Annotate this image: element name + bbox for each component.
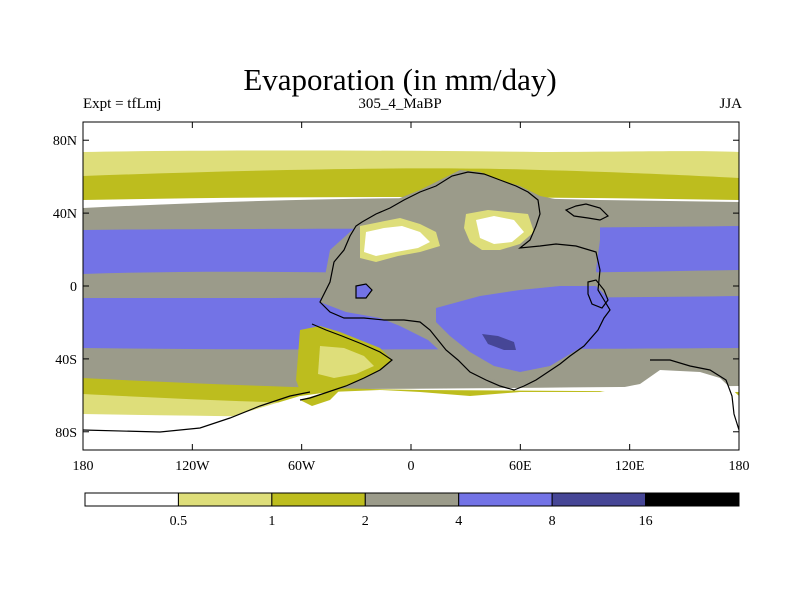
- coastline-island-west: [355, 283, 373, 299]
- axis-ticks: 180 120W 60W 0 60E 120E 180 80N 40N 0 40S 80S: [53, 122, 750, 474]
- land-peak-evaporation: [482, 334, 516, 350]
- map-field: [83, 122, 739, 450]
- land-south-polar: [83, 370, 739, 450]
- band-south-grey: [83, 348, 739, 390]
- colorbar-swatch: [84, 492, 179, 507]
- colorbar-level-label: 1: [268, 514, 275, 529]
- colorbar: 0.5 1 2 4 8 16: [84, 492, 740, 529]
- colorbar-swatch: [271, 492, 366, 507]
- colorbar-swatch: [645, 492, 740, 507]
- band-north-olive: [83, 168, 739, 200]
- x-tick-label: 120E: [615, 459, 645, 474]
- y-tick-label: 80S: [55, 426, 77, 441]
- experiment-label: Expt = tfLmj: [83, 96, 162, 112]
- y-tick-label: 40S: [55, 353, 77, 368]
- x-tick-label: 60W: [288, 459, 316, 474]
- colorbar-level-label: 8: [549, 514, 556, 529]
- colorbar-level-label: 4: [455, 514, 462, 529]
- colorbar-level-label: 16: [639, 514, 653, 529]
- coastline-southwest: [299, 323, 394, 401]
- chart-title: Evaporation (in mm/day): [243, 62, 557, 97]
- colorbar-swatch: [364, 492, 460, 507]
- land-south-coast-olive: [300, 390, 340, 406]
- colorbar-swatch: [177, 492, 273, 507]
- colorbar-level-label: 0.5: [170, 514, 188, 529]
- interior-dry-west: [364, 226, 430, 256]
- coastline-island-east: [587, 279, 609, 309]
- y-tick-label: 40N: [53, 207, 77, 222]
- x-tick-label: 180: [73, 459, 94, 474]
- coastline-main: [319, 171, 611, 391]
- land-southwest-inner: [318, 346, 374, 378]
- period-label: 305_4_MaBP: [358, 96, 442, 112]
- colorbar-level-label: 2: [362, 514, 369, 529]
- colorbar-swatch: [458, 492, 553, 507]
- y-tick-label: 80N: [53, 134, 77, 149]
- coastline-island-north: [564, 203, 610, 221]
- x-tick-label: 60E: [509, 459, 532, 474]
- x-tick-label: 120W: [175, 459, 210, 474]
- colorbar-swatch: [551, 492, 647, 507]
- season-label: JJA: [719, 96, 742, 112]
- coastline-southeast: [650, 359, 739, 431]
- land-moist-south: [436, 286, 610, 372]
- y-tick-label: 0: [70, 280, 77, 295]
- interior-dry-east: [476, 216, 524, 244]
- coastline-south-polar: [83, 391, 311, 433]
- x-tick-label: 0: [408, 459, 415, 474]
- x-tick-label: 180: [729, 459, 750, 474]
